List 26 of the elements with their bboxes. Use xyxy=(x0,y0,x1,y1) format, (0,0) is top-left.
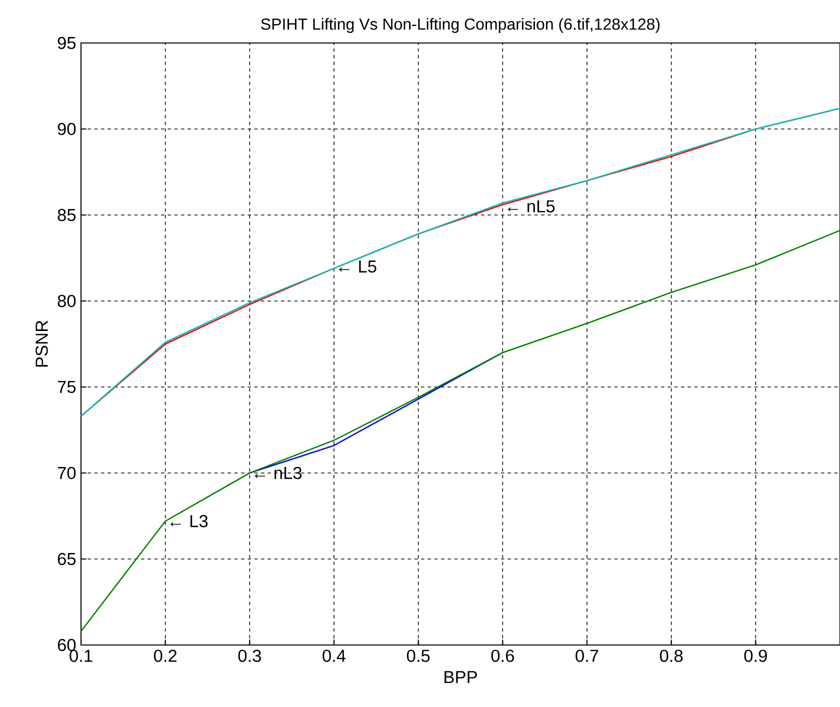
y-tick-label: 90 xyxy=(58,122,76,136)
x-tick-label: 0.4 xyxy=(322,650,346,662)
annotation: ← nL5 xyxy=(508,200,555,212)
y-tick-label: 70 xyxy=(58,466,76,480)
y-tick-label: 65 xyxy=(58,552,76,566)
chart-title: SPIHT Lifting Vs Non-Lifting Comparision (6.tif,128x128) xyxy=(261,18,660,33)
line-series xyxy=(80,108,840,417)
annotation: ← L3 xyxy=(170,515,208,528)
x-tick-label: 0.8 xyxy=(660,650,683,662)
y-tick-label: 95 xyxy=(58,36,76,50)
x-tick-label: 0.1 xyxy=(70,650,92,662)
annotation: ← nL3 xyxy=(254,466,302,480)
y-tick-label: 75 xyxy=(58,380,76,394)
annotation: ← L5 xyxy=(339,260,376,273)
x-tick-label: 0.7 xyxy=(576,650,598,662)
y-tick-label: 80 xyxy=(58,294,76,308)
x-tick-label: 0.3 xyxy=(238,650,261,662)
x-tick-label: 0.2 xyxy=(154,650,177,662)
y-axis-title: PSNR xyxy=(36,320,48,367)
x-tick-label: 0.5 xyxy=(406,650,430,662)
x-axis-title: BPP xyxy=(444,671,477,684)
x-tick-label: 0.9 xyxy=(744,650,767,662)
x-tick-label: 0.6 xyxy=(491,650,514,662)
y-tick-label: 85 xyxy=(58,208,76,222)
line-series xyxy=(80,230,840,632)
y-tick-label: 60 xyxy=(58,638,76,652)
